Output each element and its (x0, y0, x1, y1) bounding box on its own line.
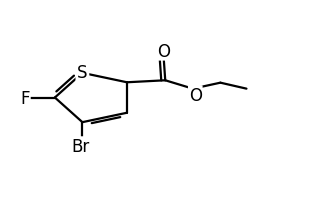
Text: S: S (77, 63, 88, 81)
Text: O: O (189, 87, 202, 104)
Text: F: F (20, 89, 30, 107)
Text: O: O (157, 43, 170, 60)
Text: Br: Br (72, 137, 90, 155)
